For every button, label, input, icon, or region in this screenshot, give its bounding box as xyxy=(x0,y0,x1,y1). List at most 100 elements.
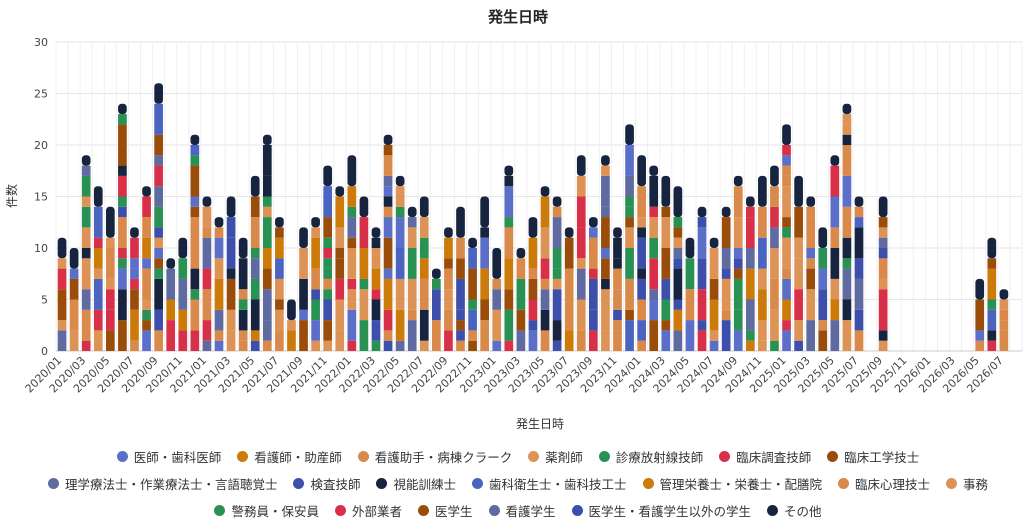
bar-segment xyxy=(250,248,260,259)
bar-segment xyxy=(81,206,91,228)
bar-segment xyxy=(842,320,852,351)
bar-segment xyxy=(999,309,1009,321)
bar-segment xyxy=(540,278,550,290)
legend-item[interactable]: 理学療法士・作業療法士・言語聴覚士 xyxy=(47,474,277,493)
bar-segment xyxy=(637,186,646,218)
bar-segment xyxy=(745,299,755,331)
bar-segment xyxy=(81,309,91,341)
legend-item[interactable]: 臨床心理技士 xyxy=(838,474,930,493)
bar-segment xyxy=(57,299,67,321)
legend-swatch xyxy=(417,505,429,516)
legend-item[interactable]: 警務員・保安員 xyxy=(214,501,319,520)
bar-segment xyxy=(770,165,779,187)
bar-segment xyxy=(419,217,429,238)
bar-segment xyxy=(250,217,260,248)
bar-segment xyxy=(528,330,538,351)
bar-stack xyxy=(770,165,779,351)
legend-item[interactable]: 歯科衛生士・歯科技工士 xyxy=(471,474,627,493)
legend-swatch xyxy=(214,505,226,516)
bar-segment xyxy=(842,175,852,207)
bar-segment xyxy=(492,248,502,279)
bar-segment xyxy=(806,217,816,248)
legend-item[interactable]: 検査技師 xyxy=(293,474,360,493)
bar-segment xyxy=(673,186,683,218)
legend-item[interactable]: 薬剤師 xyxy=(528,447,583,466)
bar-segment xyxy=(661,278,671,300)
bar-segment xyxy=(93,206,103,238)
legend-label: 診療放射線技師 xyxy=(615,450,704,465)
bar-segment xyxy=(540,196,550,228)
bar-segment xyxy=(395,186,405,207)
bar-stack xyxy=(685,237,695,351)
legend-swatch xyxy=(471,478,483,489)
bar-segment xyxy=(93,237,103,248)
legend-item[interactable]: 医学生・看護学生以外の学生 xyxy=(571,501,751,520)
bar-segment xyxy=(649,206,659,218)
bar-segment xyxy=(214,340,224,351)
bar-segment xyxy=(57,289,67,300)
bar-segment xyxy=(613,320,622,331)
legend-swatch xyxy=(237,451,249,462)
legend-label: 警務員・保安員 xyxy=(231,504,319,519)
bar-segment xyxy=(601,217,610,248)
bar-segment xyxy=(407,320,417,351)
bar-segment xyxy=(105,237,115,248)
legend-item[interactable]: 臨床工学技士 xyxy=(827,447,919,466)
bar-segment xyxy=(118,258,127,269)
legend-item[interactable]: 看護学生 xyxy=(488,501,556,520)
bar-segment xyxy=(770,248,779,279)
legend-item[interactable]: 外部業者 xyxy=(334,501,402,520)
bar-segment xyxy=(987,299,997,310)
bar-segment xyxy=(371,340,381,351)
legend-item[interactable]: 診療放射線技師 xyxy=(598,447,704,466)
bar-segment xyxy=(395,278,405,310)
legend-row: 理学療法士・作業療法士・言語聴覚士 検査技師 視能訓練士 歯科衛生士・歯科技工士 管理栄… xyxy=(0,474,1036,493)
bar-segment xyxy=(190,217,200,248)
bar-segment xyxy=(371,248,381,269)
bar-segment xyxy=(130,237,139,259)
bar-segment xyxy=(468,268,477,300)
bar-segment xyxy=(782,186,791,218)
bar-segment xyxy=(697,217,707,228)
bar-segment xyxy=(854,196,864,207)
bar-segment xyxy=(154,330,163,351)
legend-item[interactable]: その他 xyxy=(767,501,822,520)
legend-item[interactable]: 管理栄養士・栄養士・配膳院 xyxy=(642,474,822,493)
bar-segment xyxy=(842,206,852,238)
bar-stack xyxy=(564,227,574,351)
legend-item[interactable]: 医師・歯科医師 xyxy=(116,447,221,466)
bar-segment xyxy=(854,227,864,259)
bar-segment xyxy=(588,237,598,269)
legend-item[interactable]: 看護助手・病棟クラーク xyxy=(357,447,512,466)
bar-segment xyxy=(359,320,369,351)
legend-item[interactable]: 視能訓練士 xyxy=(376,474,456,493)
legend-item[interactable]: 医学生 xyxy=(417,501,473,520)
bar-segment xyxy=(311,340,320,351)
bar-segment xyxy=(782,330,791,351)
bar-segment xyxy=(673,248,683,259)
bar-segment xyxy=(842,145,852,176)
bar-stack xyxy=(275,217,284,351)
legend-item[interactable]: 事務 xyxy=(946,474,988,493)
bar-segment xyxy=(770,340,779,351)
bar-segment xyxy=(359,196,369,218)
legend-swatch xyxy=(357,451,369,462)
bar-segment xyxy=(202,289,212,321)
bar-segment xyxy=(262,196,272,207)
bar-segment xyxy=(57,258,67,269)
bar-segment xyxy=(323,217,333,238)
bar-stack xyxy=(975,278,985,351)
legend-item[interactable]: 臨床調査技師 xyxy=(719,447,811,466)
bar-stack xyxy=(649,165,659,351)
legend-swatch xyxy=(571,505,583,516)
bar-segment xyxy=(576,330,586,351)
bar-segment xyxy=(564,268,574,300)
bar-segment xyxy=(130,309,139,341)
bar-segment xyxy=(154,278,163,310)
legend-label: 検査技師 xyxy=(310,477,361,492)
bar-segment xyxy=(323,237,333,248)
bar-segment xyxy=(190,165,200,197)
bar-segment xyxy=(878,248,888,259)
bar-segment xyxy=(250,278,260,300)
legend-item[interactable]: 看護師・助産師 xyxy=(237,447,342,466)
